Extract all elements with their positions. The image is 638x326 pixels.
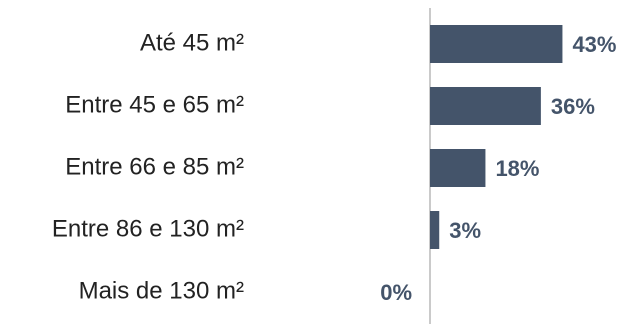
data-label: 0%	[380, 280, 412, 305]
data-label: 36%	[551, 94, 595, 119]
data-label: 18%	[495, 156, 539, 181]
category-label: Até 45 m²	[140, 29, 244, 56]
bar	[430, 211, 440, 249]
data-label: 3%	[449, 218, 481, 243]
category-label: Entre 66 e 85 m²	[65, 153, 244, 180]
category-label: Mais de 130 m²	[79, 277, 244, 304]
bar	[430, 87, 541, 125]
bar	[430, 25, 563, 63]
category-label: Entre 45 e 65 m²	[65, 91, 244, 118]
category-label: Entre 86 e 130 m²	[52, 215, 244, 242]
data-label: 43%	[572, 32, 616, 57]
bar	[430, 149, 486, 187]
